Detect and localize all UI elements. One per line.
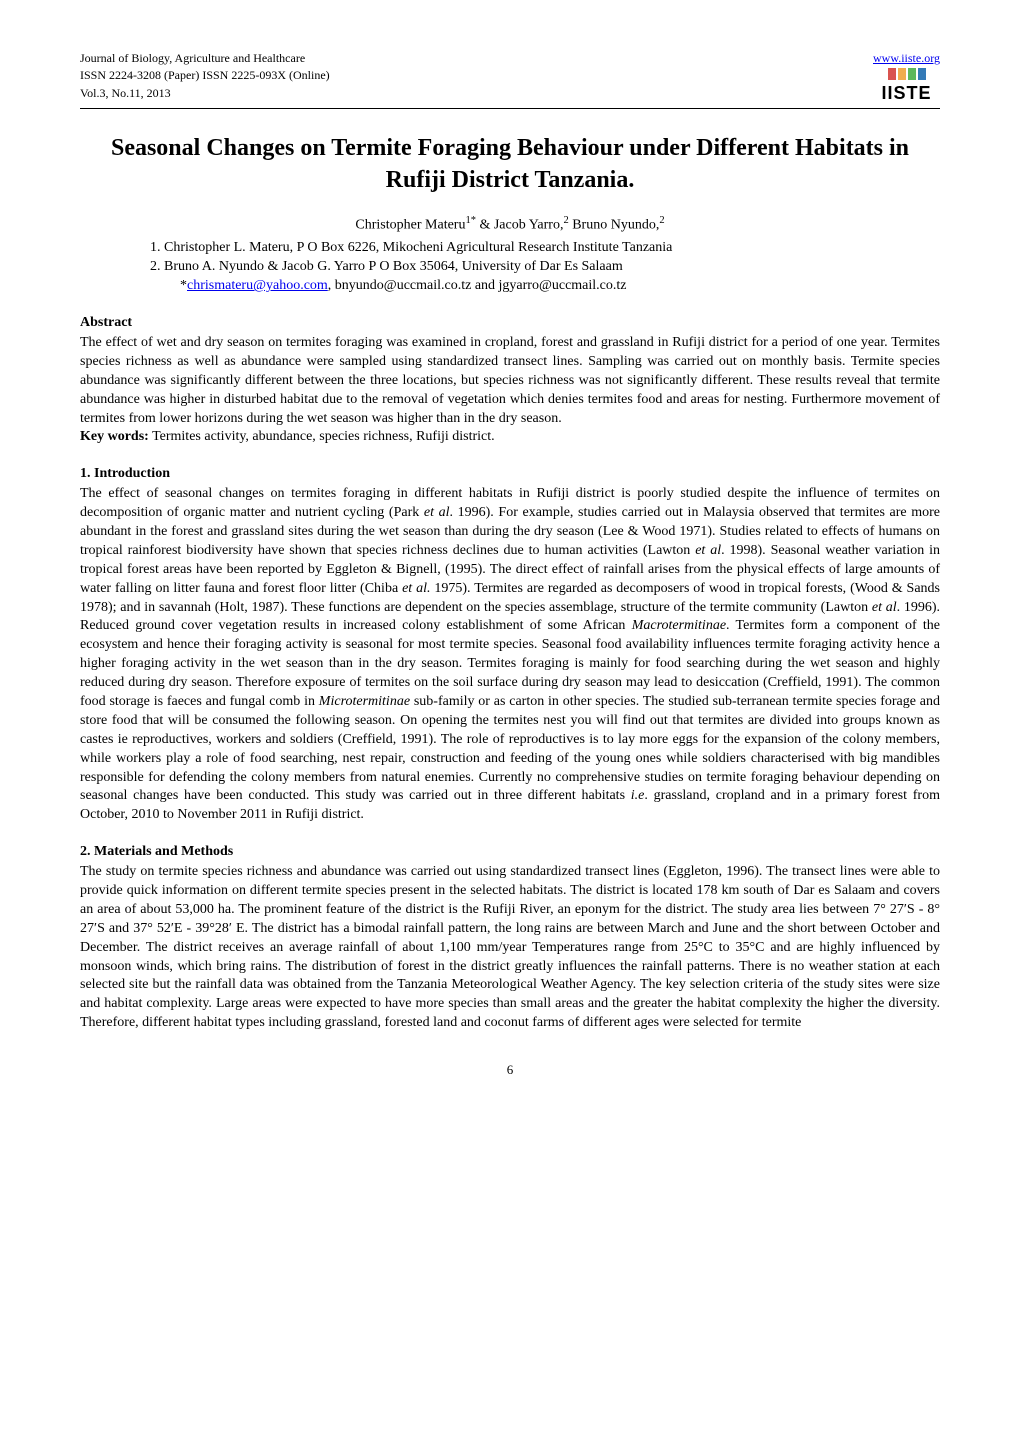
keywords-line: Key words: Termites activity, abundance,… xyxy=(80,428,940,447)
logo-bar-1 xyxy=(888,68,896,80)
logo-bars xyxy=(888,68,926,80)
keywords-text: Termites activity, abundance, species ri… xyxy=(149,429,495,444)
affiliation-2: 2. Bruno A. Nyundo & Jacob G. Yarro P O … xyxy=(150,258,940,277)
introduction-section: 1. Introduction The effect of seasonal c… xyxy=(80,465,940,825)
email-prefix: * xyxy=(180,278,187,293)
site-url-link[interactable]: www.iiste.org xyxy=(873,50,940,66)
methods-section: 2. Materials and Methods The study on te… xyxy=(80,843,940,1033)
logo-bar-4 xyxy=(918,68,926,80)
paper-title: Seasonal Changes on Termite Foraging Beh… xyxy=(80,133,940,195)
page-number: 6 xyxy=(80,1061,940,1079)
abstract-heading: Abstract xyxy=(80,314,940,333)
logo-bar-2 xyxy=(898,68,906,80)
affiliation-emails: *chrismateru@yahoo.com, bnyundo@uccmail.… xyxy=(180,277,940,296)
abstract-body: The effect of wet and dry season on term… xyxy=(80,334,940,428)
document-header: Journal of Biology, Agriculture and Heal… xyxy=(80,50,940,109)
issn-line: ISSN 2224-3208 (Paper) ISSN 2225-093X (O… xyxy=(80,67,330,84)
abstract-section: Abstract The effect of wet and dry seaso… xyxy=(80,314,940,447)
authors-line: Christopher Materu1* & Jacob Yarro,2 Bru… xyxy=(80,214,940,236)
emails-rest: , bnyundo@uccmail.co.tz and jgyarro@uccm… xyxy=(328,278,627,293)
journal-name: Journal of Biology, Agriculture and Heal… xyxy=(80,50,330,67)
header-logo-block: www.iiste.org IISTE xyxy=(873,50,940,105)
email-link[interactable]: chrismateru@yahoo.com xyxy=(187,278,328,293)
affiliation-1: 1. Christopher L. Materu, P O Box 6226, … xyxy=(150,239,940,258)
logo-bar-3 xyxy=(908,68,916,80)
keywords-label: Key words: xyxy=(80,429,149,444)
header-meta: Journal of Biology, Agriculture and Heal… xyxy=(80,50,330,102)
introduction-body: The effect of seasonal changes on termit… xyxy=(80,485,940,825)
vol-line: Vol.3, No.11, 2013 xyxy=(80,85,330,102)
methods-body: The study on termite species richness an… xyxy=(80,863,940,1033)
affiliations-block: 1. Christopher L. Materu, P O Box 6226, … xyxy=(150,239,940,296)
introduction-heading: 1. Introduction xyxy=(80,465,940,484)
logo-text: IISTE xyxy=(881,81,931,105)
methods-heading: 2. Materials and Methods xyxy=(80,843,940,862)
